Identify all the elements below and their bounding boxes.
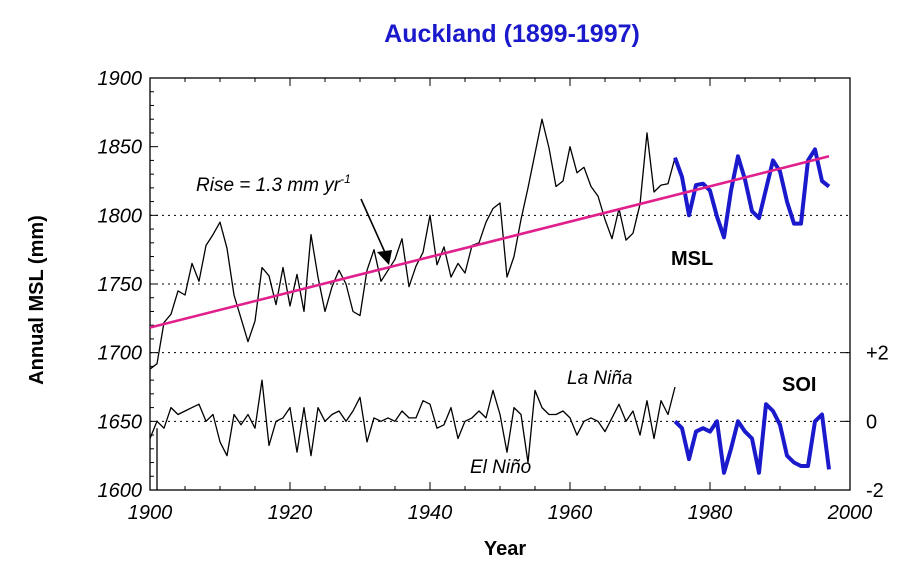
rise-arrow	[360, 198, 388, 258]
chart-title: Auckland (1899-1997)	[384, 20, 640, 48]
x-tick-label: 1940	[408, 502, 453, 524]
y-tick-label: 1800	[98, 205, 143, 227]
chart-series	[150, 118, 831, 490]
x-tick-label: 2000	[827, 502, 873, 524]
gridlines	[150, 214, 850, 422]
right-axis-tick-labels: +2 0 -2	[866, 343, 889, 502]
x-tick-label: 1920	[268, 502, 313, 524]
la-nina-label: La Niña	[567, 368, 633, 389]
right-tick-label: +2	[866, 343, 889, 365]
y-tick-label: 1600	[98, 480, 143, 502]
soi-recent-series-line	[673, 402, 831, 475]
y-tick-label: 1700	[98, 343, 143, 365]
y-tick-label: 1650	[98, 411, 143, 433]
x-tick-label: 1960	[548, 502, 593, 524]
y-tick-label: 1750	[98, 274, 143, 296]
y-tick-labels: 1900 1850 1800 1750 1700 1650 1600	[98, 68, 143, 502]
rise-arrowhead	[377, 250, 392, 265]
soi-series-line	[150, 379, 676, 464]
rise-annotation: Rise = 1.3 mm yr-1	[196, 172, 351, 196]
y-tick-label: 1900	[98, 68, 143, 90]
x-tick-label: 1980	[688, 502, 733, 524]
el-nino-label: El Niño	[470, 457, 531, 478]
x-tick-label: 1900	[128, 502, 173, 524]
msl-label: MSL	[671, 248, 713, 270]
soi-label: SOI	[782, 374, 816, 396]
x-tick-labels: 1900 1920 1940 1960 1980 2000	[128, 502, 873, 524]
trend-line	[150, 155, 830, 329]
msl-series-line	[150, 118, 676, 370]
right-tick-label: -2	[866, 480, 884, 502]
right-tick-label: 0	[866, 411, 877, 433]
axis-ticks	[149, 77, 851, 491]
y-axis-title: Annual MSL (mm)	[26, 215, 48, 385]
y-tick-label: 1850	[98, 137, 143, 159]
x-axis-title: Year	[484, 538, 526, 560]
msl-recent-series-line	[673, 147, 831, 240]
